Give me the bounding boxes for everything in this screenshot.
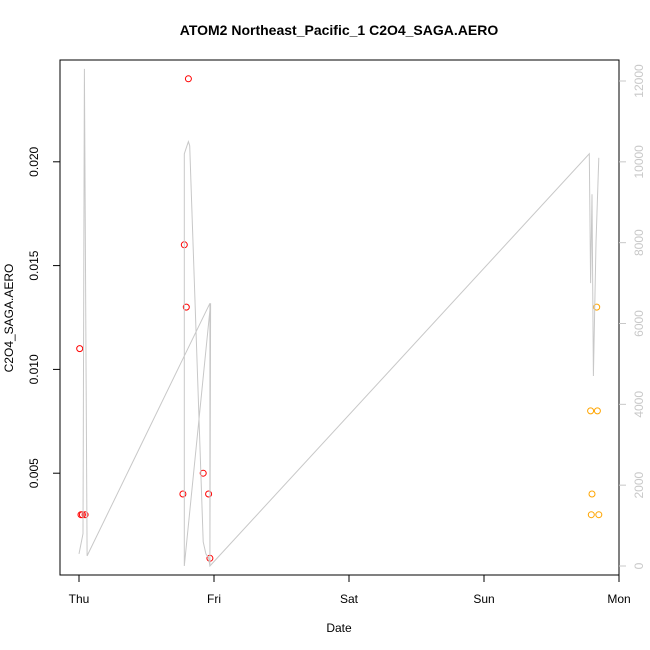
y2-tick-label: 12000 bbox=[632, 64, 646, 98]
x-tick-label: Fri bbox=[207, 592, 221, 606]
y-tick-label: 0.015 bbox=[27, 250, 41, 280]
data-point bbox=[81, 511, 89, 519]
x-tick-label: Thu bbox=[69, 592, 90, 606]
y2-tick-label: 2000 bbox=[632, 471, 646, 498]
y-tick-label: 0.010 bbox=[27, 354, 41, 384]
data-point bbox=[595, 511, 603, 519]
series-layer bbox=[76, 68, 603, 568]
data-point bbox=[587, 511, 595, 519]
data-point bbox=[184, 75, 192, 83]
y2-tick-label: 10000 bbox=[632, 145, 646, 179]
y-tick-label: 0.005 bbox=[27, 458, 41, 488]
data-point bbox=[205, 490, 213, 498]
x-tick-label: Sun bbox=[473, 592, 494, 606]
data-point bbox=[179, 490, 187, 498]
y-axis-left: 0.005 0.010 0.015 0.020 bbox=[27, 146, 60, 488]
plot-frame bbox=[59, 59, 620, 576]
x-axis-label: Date bbox=[326, 621, 352, 635]
y2-tick-label: 0 bbox=[632, 562, 646, 569]
x-axis: Thu Fri Sat Sun Mon bbox=[69, 575, 631, 606]
y-tick-label: 0.020 bbox=[27, 146, 41, 176]
y2-tick-label: 8000 bbox=[632, 229, 646, 256]
chart-title: ATOM2 Northeast_Pacific_1 C2O4_SAGA.AERO bbox=[180, 22, 499, 38]
data-point bbox=[587, 407, 595, 415]
data-point bbox=[76, 345, 84, 353]
data-point bbox=[78, 511, 86, 519]
data-point bbox=[593, 303, 601, 311]
y2-tick-label: 4000 bbox=[632, 391, 646, 418]
data-point bbox=[182, 303, 190, 311]
y-axis-label: C2O4_SAGA.AERO bbox=[2, 264, 16, 373]
x-tick-label: Sat bbox=[340, 592, 359, 606]
data-point bbox=[588, 490, 596, 498]
altitude-line bbox=[78, 68, 600, 568]
y-axis-right: 0 2000 4000 6000 8000 10000 12000 bbox=[619, 64, 646, 569]
data-point bbox=[199, 469, 207, 477]
x-tick-label: Mon bbox=[607, 592, 630, 606]
y2-tick-label: 6000 bbox=[632, 310, 646, 337]
data-point bbox=[593, 407, 601, 415]
